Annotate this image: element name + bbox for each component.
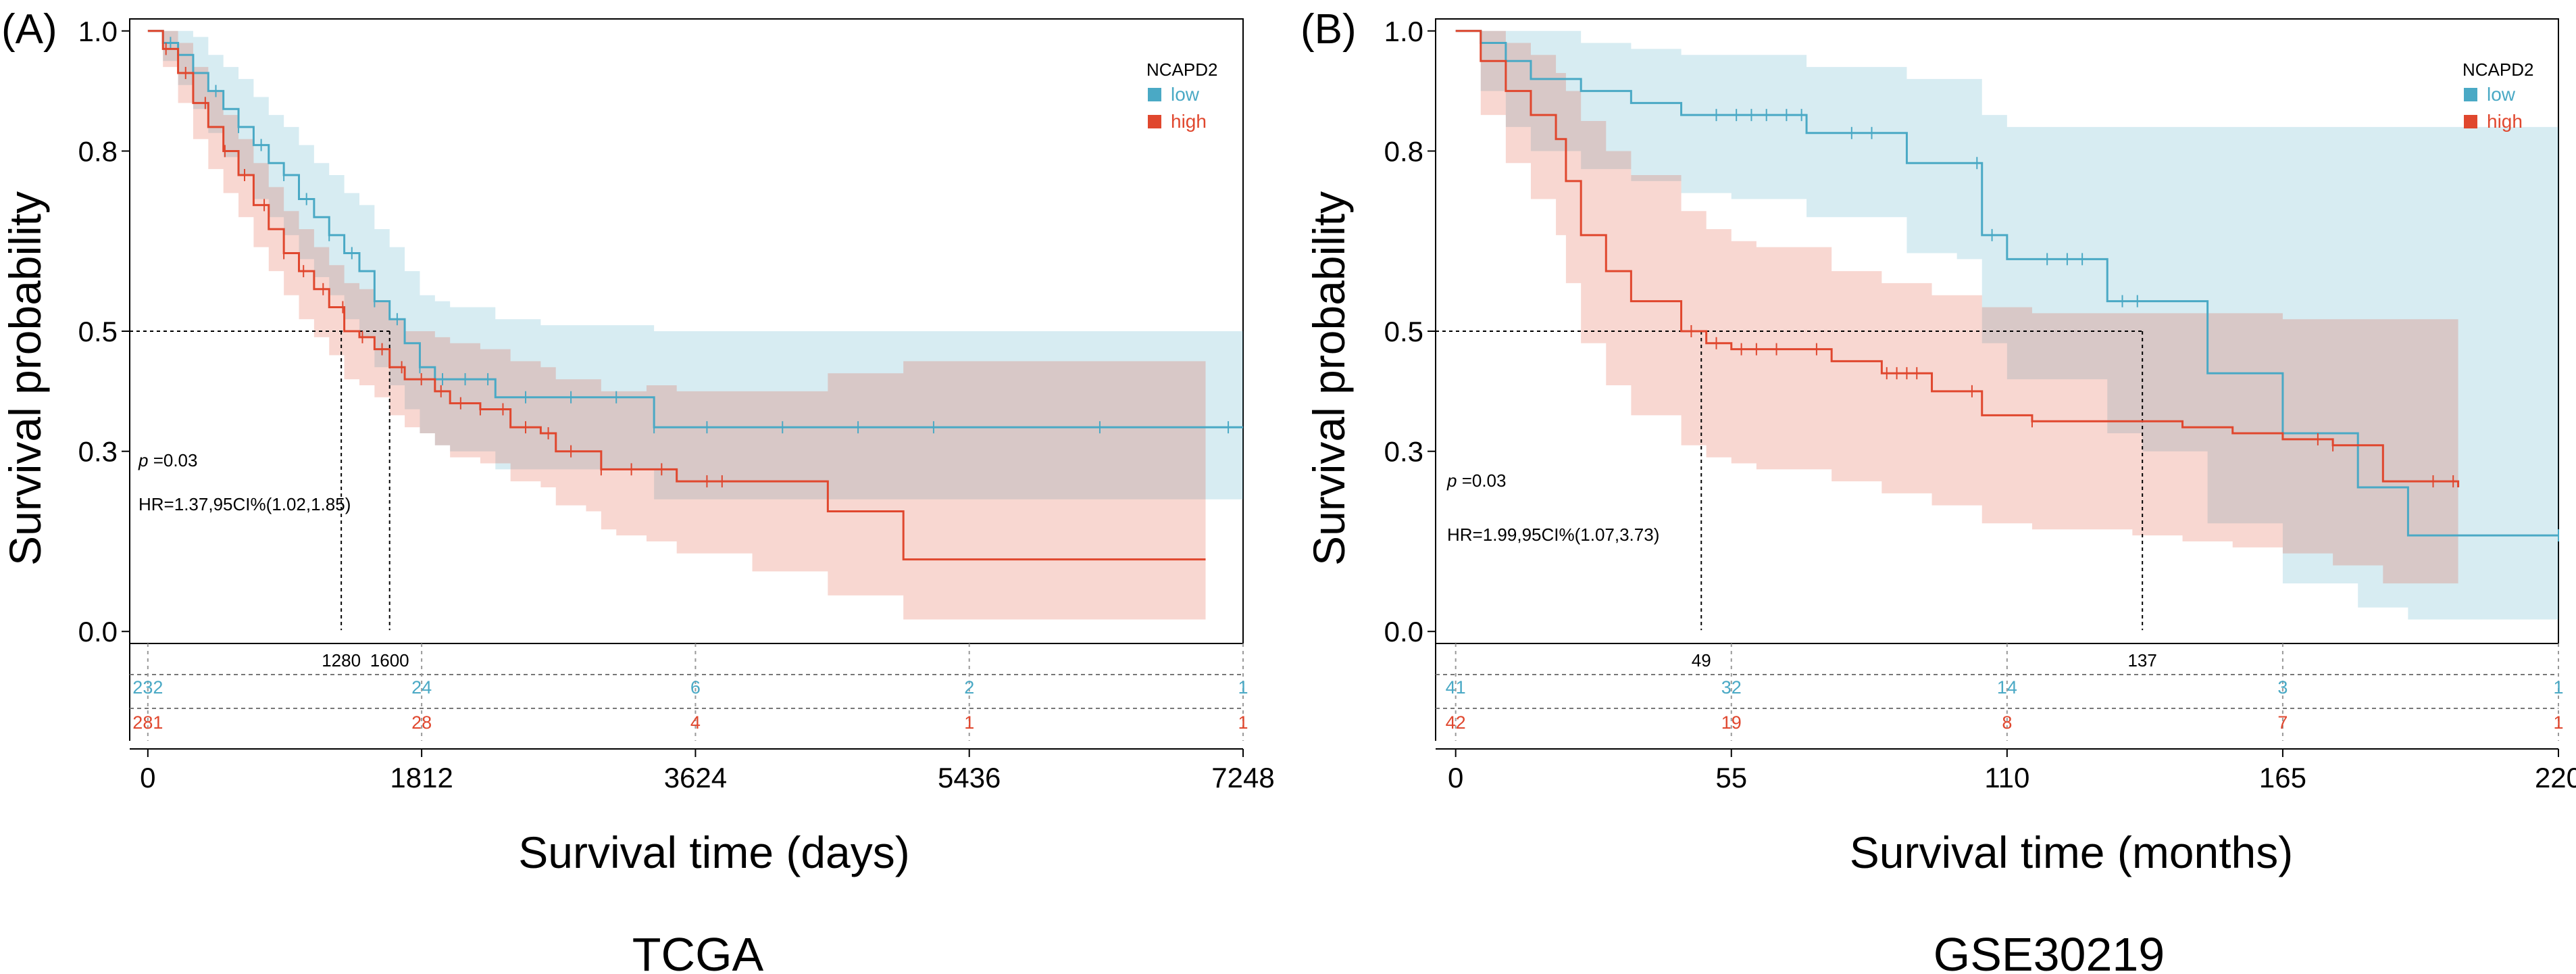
panel-a-xlabel: Survival time (days) [518, 827, 909, 877]
panel-b-ytick-label: 0.8 [1384, 135, 1423, 167]
panel-b-ytick-label: 0.0 [1384, 616, 1423, 648]
panel-b-ytick-label: 0.3 [1384, 436, 1423, 468]
panel-a-high-ci-band [147, 30, 1206, 620]
panel-b-xtick-label: 220 [2535, 762, 2576, 794]
panel-b-pvalue: p =0.03 [1446, 470, 1506, 491]
panel-b-plot: 0.0 0.3 0.5 0.8 1.0 49 137 [1384, 16, 2559, 671]
panel-b-legend-low-label: low [2487, 84, 2516, 105]
panel-b-legend-low-swatch [2464, 88, 2477, 101]
panel-a-pvalue-symbol: p [138, 450, 148, 470]
panel-a-legend: NCAPD2 low high [1146, 59, 1217, 132]
panel-a-ytick-label: 0.3 [78, 436, 118, 468]
panel-a-median-label: 1600 [370, 650, 409, 671]
panel-a-risk-high-count: 28 [411, 712, 432, 733]
panel-b-xaxis: 0 55 110 165 220 [1436, 748, 2576, 794]
panel-b-hazard-ratio: HR=1.99,95CI%(1.07,3.73) [1447, 525, 1659, 545]
panel-b-legend-title: NCAPD2 [2463, 59, 2533, 80]
panel-a-risk-low-count: 2 [964, 677, 974, 698]
panel-a-risk-low-count: 1 [1238, 677, 1248, 698]
panel-a-ylabel: Survival probability [0, 191, 50, 566]
panel-a-risk-low-count: 232 [132, 677, 163, 698]
panel-a-xtick-label: 7248 [1211, 762, 1274, 794]
panel-b-risk-low-count: 14 [1997, 677, 2017, 698]
panel-a-legend-title: NCAPD2 [1146, 59, 1217, 80]
panel-a-xtick-label: 3624 [664, 762, 727, 794]
panel-b-letter: (B) [1300, 6, 1357, 53]
panel-b-xtick-label: 110 [1984, 762, 2029, 794]
panel-b-xlabel: Survival time (months) [1850, 827, 2294, 877]
panel-a-xtick-label: 1812 [390, 762, 453, 794]
panel-b-high-ci-band [1455, 30, 2458, 584]
panel-a-xaxis: 0 1812 3624 5436 7248 [130, 748, 1275, 794]
panel-b-median-label: 49 [1692, 650, 1711, 671]
panel-a-legend-low-label: low [1171, 84, 1200, 105]
panel-b-pvalue-symbol: p [1446, 470, 1457, 491]
panel-a-median-label: 1280 [322, 650, 361, 671]
panel-b-legend-high-swatch [2464, 115, 2477, 128]
panel-a-ytick-label: 1.0 [78, 16, 118, 47]
panel-a-risk-low-count: 24 [411, 677, 432, 698]
panel-a-plot: 0.0 0.3 0.5 0.8 1.0 1280 1600 [78, 16, 1244, 671]
panel-b-xtick-label: 55 [1715, 762, 1747, 794]
panel-a-pvalue: p =0.03 [138, 450, 197, 470]
panel-b-low-ci-band [1455, 30, 2558, 620]
panel-b-risk-high-count: 1 [2553, 712, 2563, 733]
panel-b-risk-low-count: 41 [1446, 677, 1466, 698]
panel-a-risk-high-count: 4 [690, 712, 701, 733]
panel-b-median-label: 137 [2127, 650, 2156, 671]
panel-b-ytick-label: 1.0 [1384, 16, 1423, 47]
panel-a-ytick-label: 0.0 [78, 616, 118, 648]
panel-b-risk-low-count: 32 [1721, 677, 1742, 698]
panel-a-risk-high-count: 1 [1238, 712, 1248, 733]
panel-a-ytick-label: 0.5 [78, 316, 118, 347]
panel-b-risk-high-count: 8 [2002, 712, 2012, 733]
panel-b-xtick-label: 165 [2259, 762, 2306, 794]
panel-a-risk-low-count: 6 [690, 677, 701, 698]
panel-a-letter: (A) [1, 6, 57, 53]
panel-a-ytick-label: 0.8 [78, 135, 118, 167]
panel-a-dataset-title: TCGA [632, 928, 764, 974]
panel-b-ytick-label: 0.5 [1384, 316, 1423, 347]
panel-a-annotations: p =0.03 HR=1.37,95CI%(1.02,1.85) [138, 450, 351, 514]
panel-b-low-curve [1455, 30, 2558, 537]
panel-b-risk-high-count: 19 [1721, 712, 1742, 733]
panel-b-annotations: p =0.03 HR=1.99,95CI%(1.07,3.73) [1446, 470, 1659, 545]
panel-a-legend-low-swatch [1148, 88, 1161, 101]
panel-b-pvalue-text: =0.03 [1457, 470, 1506, 491]
panel-b-xtick-label: 0 [1448, 762, 1463, 794]
panel-b-risk-low-count: 3 [2277, 677, 2288, 698]
panel-b-legend: NCAPD2 low high [2463, 59, 2533, 132]
panel-b-risk-low-count: 1 [2553, 677, 2563, 698]
panel-a-hazard-ratio: HR=1.37,95CI%(1.02,1.85) [138, 494, 351, 514]
panel-b-dataset-title: GSE30219 [1934, 928, 2165, 974]
panel-b-high-curve [1455, 30, 2460, 487]
panel-b-risk-high-count: 42 [1446, 712, 1466, 733]
panel-b-risk-high-count: 7 [2277, 712, 2288, 733]
panel-b: (B) Survival probability 0.0 0.3 0.5 0.8 1.0… [1300, 6, 2576, 974]
panel-a-risk-high-count: 281 [132, 712, 163, 733]
panel-a-legend-high-swatch [1148, 115, 1161, 128]
panel-a-xtick-label: 0 [140, 762, 155, 794]
panel-a-xtick-label: 5436 [938, 762, 1001, 794]
panel-a-risk-table: 232 281 24 28 6 4 2 1 1 1 [129, 643, 1248, 741]
panel-a: (A) Survival probability 0.0 0.3 0.5 0.8 1.0… [0, 6, 1275, 974]
panel-b-legend-high-label: high [2487, 111, 2523, 132]
panel-b-ylabel: Survival probability [1304, 191, 1354, 566]
panel-a-pvalue-text: =0.03 [148, 450, 197, 470]
panel-a-risk-high-count: 1 [964, 712, 974, 733]
panel-a-legend-high-label: high [1171, 111, 1207, 132]
